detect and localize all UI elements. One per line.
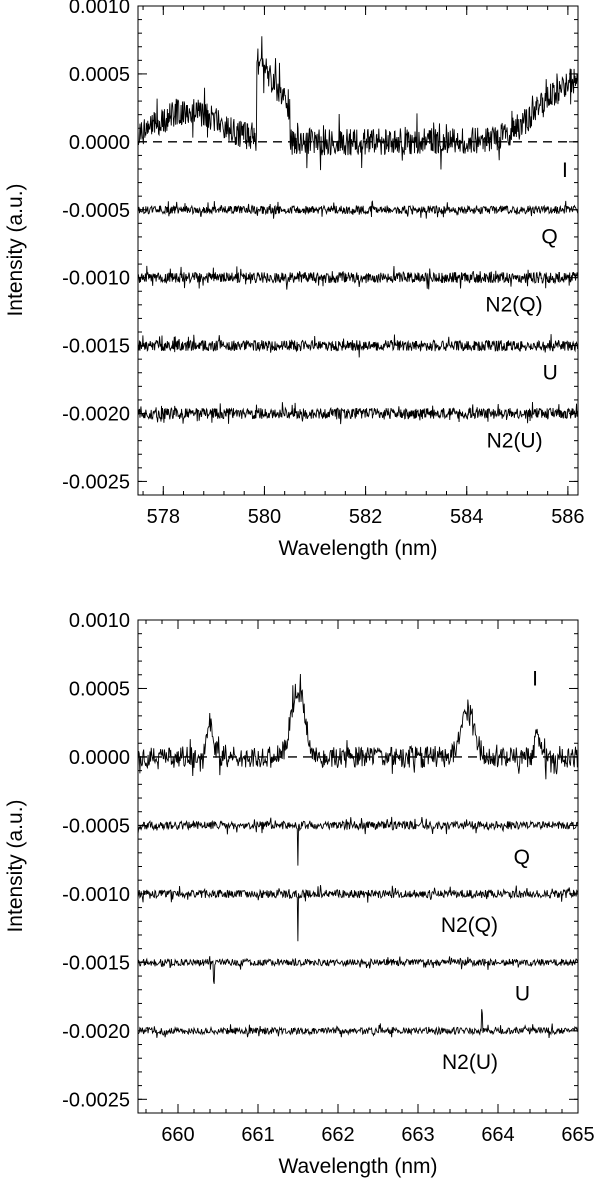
y-tick-label: -0.0015 (62, 336, 130, 358)
y-tick-label: -0.0025 (62, 471, 130, 493)
y-tick-label: 0.0000 (69, 132, 130, 154)
series-line-n2q (137, 265, 579, 290)
series-line-u (137, 334, 579, 358)
series-label: Q (514, 846, 530, 869)
x-axis-label: Wavelength (nm) (278, 1155, 437, 1178)
series-line-i (137, 36, 579, 171)
series-label: U (515, 983, 530, 1006)
y-tick-label: 0.0010 (69, 0, 130, 18)
y-tick-label: -0.0010 (62, 884, 130, 906)
y-tick-label: 0.0000 (69, 747, 130, 769)
x-tick-label: 582 (349, 506, 382, 528)
series-line-u (137, 956, 579, 984)
x-tick-label: 580 (248, 506, 281, 528)
panel-bottom: 0.0010 0.0005 0.0000 -0.0005 -0.0010 -0.0015 -… (4, 610, 595, 1178)
x-tick-label: 664 (481, 1124, 514, 1146)
y-tick-label: -0.0005 (62, 815, 130, 837)
y-tick-label: 0.0010 (69, 610, 130, 632)
x-tick-label: 660 (161, 1124, 194, 1146)
series-line-i (137, 674, 579, 780)
y-tick-label: -0.0015 (62, 952, 130, 974)
y-tick-label: -0.0025 (62, 1089, 130, 1111)
series-label: N2(U) (442, 1051, 498, 1074)
y-tick-label: 0.0005 (69, 678, 130, 700)
series-line-q (137, 816, 579, 866)
series-label: N2(Q) (485, 294, 542, 317)
series-line-n2u (137, 1009, 579, 1039)
series-line-n2u (137, 402, 579, 425)
x-tick-label: 584 (450, 506, 483, 528)
series-label: N2(Q) (441, 914, 498, 937)
x-tick-label: 661 (241, 1124, 274, 1146)
y-tick-label: -0.0020 (62, 1021, 130, 1043)
plot-frame (137, 619, 579, 1114)
y-tick-label: -0.0020 (62, 404, 130, 426)
y-axis-label: Intensity (a.u.) (4, 799, 27, 932)
y-tick-label: 0.0005 (69, 64, 130, 86)
series-label: I (532, 668, 538, 691)
x-tick-label: 663 (401, 1124, 434, 1146)
y-tick-label: -0.0005 (62, 200, 130, 222)
series-label: I (562, 159, 568, 182)
series-line-n2q (137, 884, 579, 942)
series-line-q (137, 200, 579, 219)
series-label: N2(U) (487, 429, 543, 452)
series-label: U (543, 362, 558, 385)
x-axis-label: Wavelength (nm) (278, 537, 437, 560)
y-tick-label: -0.0010 (62, 268, 130, 290)
x-tick-label: 586 (551, 506, 584, 528)
x-tick-label: 665 (561, 1124, 594, 1146)
panel-top: 0.0010 0.0005 0.0000 -0.0005 -0.0010 -0.0015 -… (4, 0, 585, 560)
plot-frame (137, 5, 579, 496)
x-tick-label: 662 (321, 1124, 354, 1146)
x-tick-label: 578 (147, 506, 180, 528)
series-label: Q (541, 226, 557, 249)
y-axis-label: Intensity (a.u.) (4, 183, 27, 316)
